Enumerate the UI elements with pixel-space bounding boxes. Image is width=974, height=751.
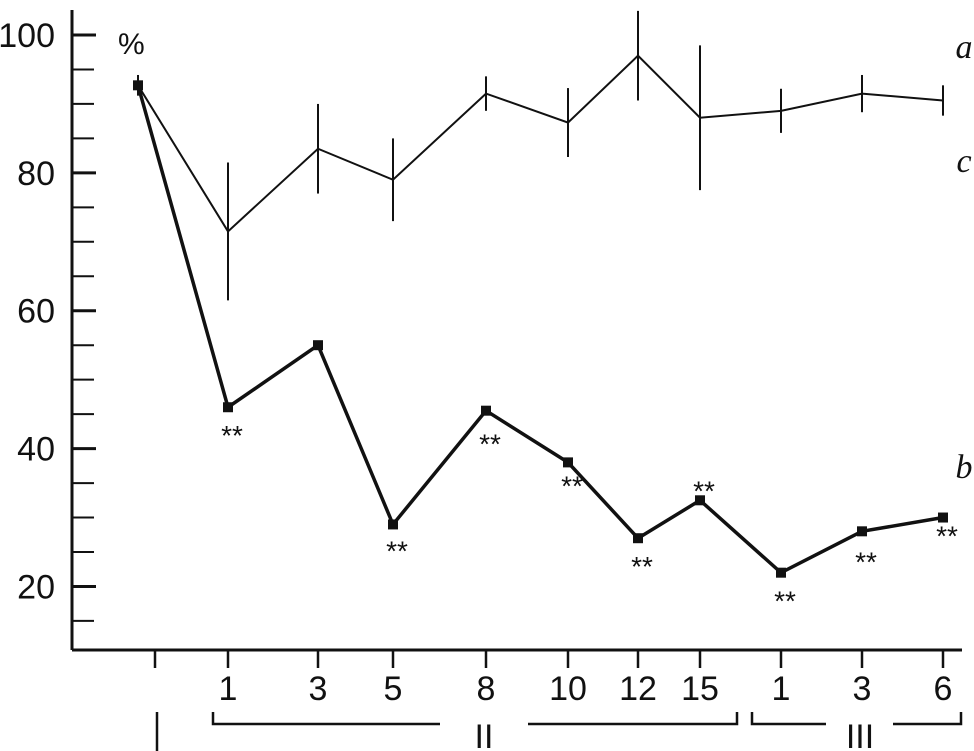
- significance-marker: **: [386, 535, 408, 566]
- x-tick-label: 3: [853, 670, 872, 708]
- significance-marker: **: [936, 521, 958, 552]
- y-unit-label: %: [118, 28, 145, 61]
- data-point: [223, 402, 233, 413]
- x-tick-label: 1: [772, 670, 791, 708]
- data-point: [563, 457, 573, 468]
- data-point: [857, 526, 867, 537]
- x-tick-label: 6: [934, 670, 953, 708]
- tick-labels: 100 80 60 40 20 1 3 5 8 10 12 15 1 3 6: [0, 17, 952, 708]
- series-a: [137, 10, 944, 301]
- data-point: [633, 533, 643, 544]
- x-tick-label: 8: [477, 670, 496, 708]
- series-label-b: b: [956, 449, 973, 486]
- significance-marker: **: [774, 586, 796, 617]
- y-tick-label: 100: [0, 17, 55, 55]
- period-label-2: II: [475, 718, 494, 751]
- significance-marker: **: [855, 546, 877, 577]
- data-point: [133, 80, 143, 91]
- data-point: [313, 340, 323, 351]
- series-labels: a c b: [956, 29, 973, 486]
- data-point: [695, 495, 705, 506]
- y-tick-label: 20: [17, 568, 55, 606]
- significance-marker: **: [693, 475, 715, 506]
- period-iii-bracket: [750, 712, 826, 726]
- series-label-a: a: [956, 29, 973, 66]
- data-point: [776, 567, 786, 578]
- y-tick-label: 80: [17, 155, 55, 193]
- axes: [70, 10, 962, 668]
- y-tick-label: 40: [17, 431, 55, 469]
- data-point: [938, 512, 948, 523]
- series-b: ** ** ** ** ** ** ** ** **: [133, 80, 958, 617]
- x-tick-label: 12: [619, 670, 657, 708]
- data-point: [388, 519, 398, 530]
- y-tick-label: 60: [17, 293, 55, 331]
- significance-marker: **: [479, 429, 501, 460]
- period-label-3: III: [846, 718, 874, 751]
- x-tick-label: 1: [219, 670, 238, 708]
- x-tick-label: 5: [384, 670, 403, 708]
- significance-marker: **: [221, 420, 243, 451]
- period-ii-bracket: [211, 712, 440, 726]
- period-iii-bracket: [893, 712, 963, 726]
- period-ii-bracket: [528, 712, 739, 726]
- significance-marker: **: [631, 551, 653, 582]
- x-tick-label: 10: [549, 670, 587, 708]
- significance-marker: **: [561, 470, 583, 501]
- period-brackets: II III: [155, 712, 963, 751]
- series-b-line: [136, 84, 944, 575]
- data-point: [481, 405, 491, 416]
- x-tick-label: 15: [681, 670, 719, 708]
- x-tick-label: 3: [309, 670, 328, 708]
- series-label-c: c: [956, 143, 971, 180]
- series-a-line: [137, 54, 944, 234]
